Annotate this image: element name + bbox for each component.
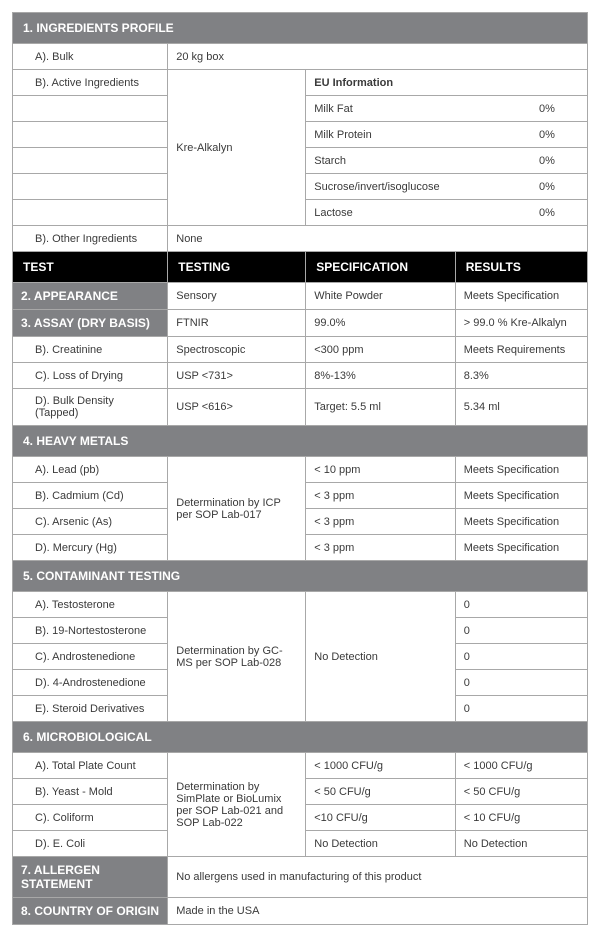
assay-spec: 99.0% (306, 310, 456, 337)
appearance-spec: White Powder (306, 283, 456, 310)
eu-val-2: 0% (539, 155, 579, 167)
row-active-0: B). Active Ingredients Kre-Alkalyn EU In… (13, 70, 588, 96)
other-label: B). Other Ingredients (13, 226, 168, 252)
test-header-row: TEST TESTING SPECIFICATION RESULTS (13, 252, 588, 283)
row-assay-2: D). Bulk Density (Tapped)USP <616>Target… (13, 389, 588, 426)
eu-val-0: 0% (539, 103, 579, 115)
eu-label-2: Starch (314, 155, 539, 167)
section-4-header: 4. HEAVY METALS (13, 426, 588, 457)
appearance-result: Meets Specification (455, 283, 587, 310)
eu-label-0: Milk Fat (314, 103, 539, 115)
mb-method: Determination by SimPlate or BioLumix pe… (168, 753, 306, 857)
row-allergen: 7. ALLERGEN STATEMENT No allergens used … (13, 857, 588, 898)
ct-method: Determination by GC-MS per SOP Lab-028 (168, 592, 306, 722)
row-assay-1: C). Loss of DryingUSP <731>8%-13%8.3% (13, 363, 588, 389)
row-assay-0: B). CreatinineSpectroscopic<300 ppmMeets… (13, 337, 588, 363)
section-1-title: 1. INGREDIENTS PROFILE (13, 13, 588, 44)
assay-testing: FTNIR (168, 310, 306, 337)
eu-val-4: 0% (539, 207, 579, 219)
row-appearance: 2. APPEARANCE Sensory White Powder Meets… (13, 283, 588, 310)
row-other: B). Other Ingredients None (13, 226, 588, 252)
eu-val-3: 0% (539, 181, 579, 193)
row-bulk: A). Bulk 20 kg box (13, 44, 588, 70)
active-label: B). Active Ingredients (13, 70, 168, 96)
th-spec: SPECIFICATION (306, 252, 456, 283)
section-6-title: 6. MICROBIOLOGICAL (13, 722, 588, 753)
active-value: Kre-Alkalyn (168, 70, 306, 226)
hm-method: Determination by ICP per SOP Lab-017 (168, 457, 306, 561)
row-origin: 8. COUNTRY OF ORIGIN Made in the USA (13, 898, 588, 925)
row-hm-0: A). Lead (pb)Determination by ICP per SO… (13, 457, 588, 483)
section-5-header: 5. CONTAMINANT TESTING (13, 561, 588, 592)
assay-result: > 99.0 % Kre-Alkalyn (455, 310, 587, 337)
row-ct-0: A). TestosteroneDetermination by GC-MS p… (13, 592, 588, 618)
section-5-title: 5. CONTAMINANT TESTING (13, 561, 588, 592)
section-4-title: 4. HEAVY METALS (13, 426, 588, 457)
eu-label-3: Sucrose/invert/isoglucose (314, 181, 539, 193)
eu-label-4: Lactose (314, 207, 539, 219)
ct-spec: No Detection (306, 592, 456, 722)
allergen-value: No allergens used in manufacturing of th… (168, 857, 588, 898)
bulk-value: 20 kg box (168, 44, 588, 70)
section-1-header: 1. INGREDIENTS PROFILE (13, 13, 588, 44)
section-7-title: 7. ALLERGEN STATEMENT (13, 857, 168, 898)
appearance-testing: Sensory (168, 283, 306, 310)
other-value: None (168, 226, 588, 252)
row-assay: 3. ASSAY (DRY BASIS) FTNIR 99.0% > 99.0 … (13, 310, 588, 337)
section-6-header: 6. MICROBIOLOGICAL (13, 722, 588, 753)
section-2-title: 2. APPEARANCE (13, 283, 168, 310)
section-3-title: 3. ASSAY (DRY BASIS) (13, 310, 168, 337)
th-test: TEST (13, 252, 168, 283)
th-testing: TESTING (168, 252, 306, 283)
spec-table: 1. INGREDIENTS PROFILE A). Bulk 20 kg bo… (12, 12, 588, 925)
origin-value: Made in the USA (168, 898, 588, 925)
eu-header: EU Information (306, 70, 588, 96)
th-results: RESULTS (455, 252, 587, 283)
eu-label-1: Milk Protein (314, 129, 539, 141)
section-8-title: 8. COUNTRY OF ORIGIN (13, 898, 168, 925)
bulk-label: A). Bulk (13, 44, 168, 70)
row-mb-0: A). Total Plate CountDetermination by Si… (13, 753, 588, 779)
eu-val-1: 0% (539, 129, 579, 141)
